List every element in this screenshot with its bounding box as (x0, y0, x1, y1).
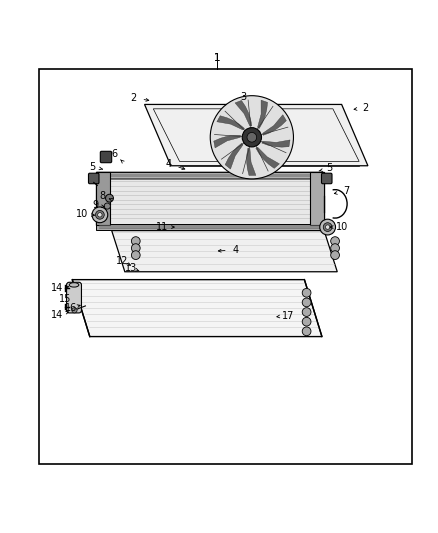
Text: 5: 5 (326, 164, 332, 173)
Text: 15: 15 (59, 294, 71, 304)
Circle shape (210, 96, 293, 179)
Polygon shape (96, 172, 324, 179)
FancyBboxPatch shape (321, 173, 332, 184)
Text: 10: 10 (76, 209, 88, 220)
Text: 14: 14 (51, 284, 63, 293)
Circle shape (72, 308, 77, 313)
Polygon shape (263, 115, 286, 135)
Polygon shape (72, 280, 322, 336)
Circle shape (131, 251, 140, 260)
Bar (310, 172, 324, 225)
Text: 10: 10 (336, 222, 348, 232)
Circle shape (106, 194, 113, 202)
Text: 2: 2 (131, 93, 137, 103)
Text: 3: 3 (240, 92, 246, 102)
Circle shape (242, 128, 261, 147)
Text: 11: 11 (156, 222, 168, 232)
Polygon shape (112, 231, 337, 272)
Polygon shape (258, 100, 268, 128)
Polygon shape (217, 116, 244, 130)
Circle shape (331, 251, 339, 260)
Circle shape (320, 219, 336, 235)
Text: 12: 12 (116, 256, 128, 266)
Text: 2: 2 (363, 103, 369, 113)
Text: 4: 4 (166, 159, 172, 169)
Circle shape (302, 298, 311, 307)
Text: 1: 1 (213, 53, 220, 62)
Polygon shape (247, 148, 256, 175)
Ellipse shape (69, 282, 79, 287)
Bar (96, 172, 110, 225)
Text: 5: 5 (89, 161, 95, 172)
Circle shape (325, 225, 330, 229)
FancyBboxPatch shape (100, 151, 112, 163)
Polygon shape (225, 143, 243, 169)
Polygon shape (256, 147, 279, 168)
Polygon shape (262, 140, 290, 147)
Circle shape (302, 288, 311, 297)
Polygon shape (145, 104, 368, 166)
Text: 9: 9 (92, 200, 99, 210)
Polygon shape (96, 172, 324, 225)
Circle shape (331, 237, 339, 246)
Text: 1: 1 (214, 53, 220, 62)
Circle shape (302, 317, 311, 326)
Circle shape (131, 237, 140, 246)
Text: 14: 14 (51, 310, 63, 320)
FancyBboxPatch shape (88, 173, 99, 184)
Circle shape (98, 213, 102, 217)
Polygon shape (96, 223, 324, 230)
Bar (234, 120, 269, 155)
Circle shape (302, 308, 311, 317)
Circle shape (92, 207, 108, 223)
Text: 16: 16 (65, 303, 77, 313)
FancyBboxPatch shape (67, 282, 81, 313)
Text: 17: 17 (282, 311, 294, 320)
Circle shape (323, 223, 332, 231)
Circle shape (104, 203, 110, 209)
Circle shape (247, 133, 257, 142)
Text: 8: 8 (99, 191, 105, 201)
Text: 7: 7 (343, 186, 349, 196)
Polygon shape (235, 100, 252, 126)
Polygon shape (214, 135, 240, 148)
Circle shape (131, 244, 140, 253)
Bar (39, 69, 412, 464)
Text: 4: 4 (233, 245, 239, 255)
Text: 6: 6 (112, 149, 118, 159)
Circle shape (331, 244, 339, 253)
Text: 13: 13 (125, 263, 138, 273)
Circle shape (302, 327, 311, 336)
Circle shape (95, 211, 104, 219)
